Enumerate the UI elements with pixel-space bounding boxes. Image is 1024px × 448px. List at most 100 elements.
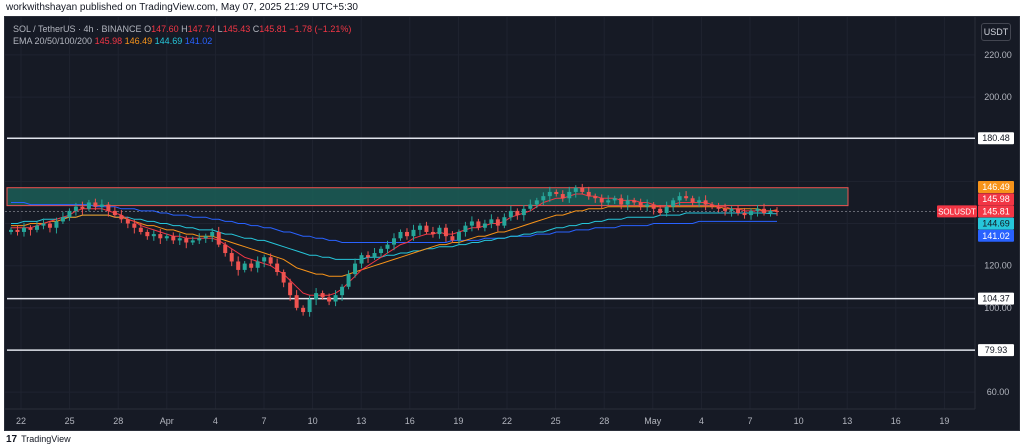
price-tag xyxy=(978,229,1014,242)
candle-body xyxy=(9,229,13,232)
y-tick-label: 60.00 xyxy=(987,387,1010,397)
chart-legend: SOL / TetherUS · 4h · BINANCE O147.60 H1… xyxy=(13,23,351,47)
ema50-line xyxy=(11,206,778,277)
candle-body xyxy=(223,244,228,254)
high-label: H xyxy=(181,24,188,34)
supply-zone xyxy=(6,187,849,207)
x-tick-label: 16 xyxy=(891,416,901,426)
candle-body xyxy=(560,194,565,199)
x-tick-label: Apr xyxy=(160,416,174,426)
candle-body xyxy=(262,257,267,262)
candle-body xyxy=(658,208,663,213)
candle-body xyxy=(775,210,779,212)
currency-button[interactable]: USDT xyxy=(981,23,1011,41)
candle-body xyxy=(606,200,611,203)
candle-body xyxy=(593,196,598,199)
candle-body xyxy=(625,200,630,205)
candle-body xyxy=(430,231,435,235)
candle-body xyxy=(15,229,20,232)
candle-body xyxy=(645,204,650,207)
x-tick-label: 10 xyxy=(794,416,804,426)
candle-body xyxy=(599,198,604,203)
candle-body xyxy=(190,240,195,243)
candle-body xyxy=(21,227,26,232)
ema-label[interactable]: EMA 20/50/100/200 xyxy=(13,36,93,46)
candle-body xyxy=(567,191,572,199)
candle-body xyxy=(762,208,767,213)
candle-body xyxy=(651,204,656,209)
candle-body xyxy=(619,198,624,205)
candle-body xyxy=(502,217,507,226)
candle-body xyxy=(450,236,455,241)
candle-body xyxy=(177,238,182,241)
price-tag-value: 146.49 xyxy=(982,182,1010,192)
price-chart[interactable]: 60.00 100.00 120.00 200.00 220.00 22 25 28 Apr 4 7… xyxy=(5,17,1020,431)
ema100-value: 144.69 xyxy=(154,36,183,46)
candle-body xyxy=(723,208,728,211)
candle-body xyxy=(125,219,130,224)
candle-body xyxy=(684,196,689,199)
candle-body xyxy=(353,263,358,275)
ema50-value: 146.49 xyxy=(124,36,153,46)
candle-body xyxy=(372,253,377,258)
level-price-tag xyxy=(978,292,1014,305)
candle-body xyxy=(755,208,760,211)
candle-body xyxy=(229,253,234,262)
candle-body xyxy=(398,231,403,239)
candle-body xyxy=(476,221,481,228)
candle-body xyxy=(301,307,306,313)
chart-panel[interactable]: 60.00 100.00 120.00 200.00 220.00 22 25 28 Apr 4 7… xyxy=(4,16,1020,431)
candle-body xyxy=(638,202,643,207)
candle-body xyxy=(197,238,202,241)
candle-body xyxy=(73,206,78,211)
candle-body xyxy=(99,204,104,207)
candle-body xyxy=(515,210,520,216)
symbol-label[interactable]: SOL / TetherUS · 4h · BINANCE xyxy=(13,24,142,34)
x-tick-label: 25 xyxy=(551,416,561,426)
price-tag-value: 141.02 xyxy=(982,231,1010,241)
candle-body xyxy=(437,227,442,235)
candle-body xyxy=(612,198,617,201)
candle-body xyxy=(379,248,384,254)
x-tick-label: 7 xyxy=(747,416,752,426)
footer-brand: TradingView xyxy=(21,434,71,444)
candle-body xyxy=(671,200,676,207)
candle-body xyxy=(80,206,85,209)
candle-body xyxy=(275,263,280,273)
price-tag-value: 144.69 xyxy=(982,219,1010,229)
candle-body xyxy=(307,299,312,313)
candle-body xyxy=(216,231,221,245)
candle-body xyxy=(145,231,150,237)
low-value: 145.43 xyxy=(222,24,251,34)
y-tick-label: 100.00 xyxy=(984,303,1012,313)
level-price-tag xyxy=(978,344,1014,357)
candle-body xyxy=(314,293,319,300)
x-tick-label: 4 xyxy=(699,416,704,426)
level-price-label: 104.37 xyxy=(982,294,1010,304)
x-tick-label: 28 xyxy=(599,416,609,426)
candle-body xyxy=(710,204,715,207)
tradingview-logo-icon: 17 xyxy=(6,434,18,445)
candle-body xyxy=(333,295,338,302)
x-tick-label: 28 xyxy=(113,416,123,426)
x-tick-label: May xyxy=(644,416,662,426)
candle-body xyxy=(203,236,208,239)
candle-body xyxy=(28,227,33,230)
candle-body xyxy=(41,223,46,226)
candle-body xyxy=(547,191,552,197)
x-tick-label: 13 xyxy=(842,416,852,426)
candle-body xyxy=(573,187,578,192)
candle-body xyxy=(119,215,124,220)
candle-body xyxy=(67,210,72,218)
candle-body xyxy=(677,196,682,201)
candle-body xyxy=(281,272,286,283)
candle-body xyxy=(346,274,351,287)
candle-body xyxy=(586,191,591,197)
candle-body xyxy=(482,223,487,228)
x-tick-label: 10 xyxy=(308,416,318,426)
candle-body xyxy=(697,200,702,203)
y-tick-label: 220.00 xyxy=(984,50,1012,60)
candle-body xyxy=(366,255,371,258)
change-value: −1.78 (−1.21%) xyxy=(289,24,352,34)
price-tag xyxy=(978,205,1014,218)
